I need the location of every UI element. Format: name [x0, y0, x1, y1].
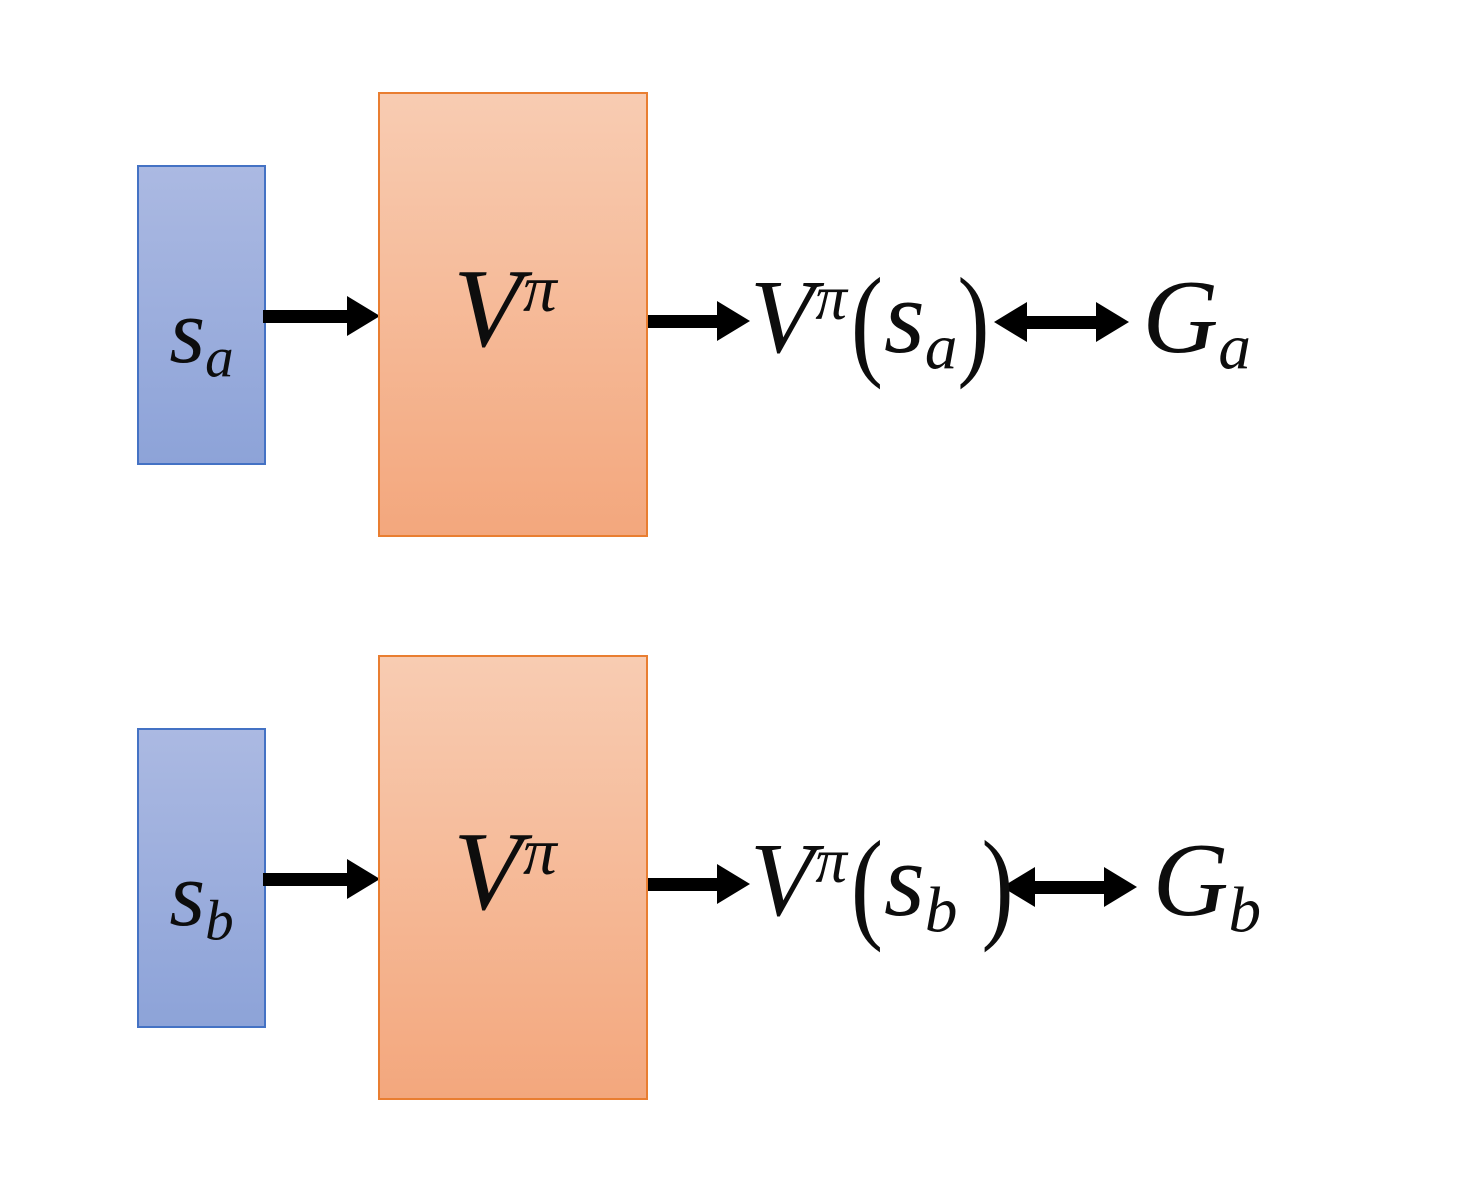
equation-line-a: Vπ(sa) Ga — [750, 222, 1251, 422]
arrow-shaft — [648, 877, 717, 891]
arrow-state-to-network-b — [263, 859, 380, 899]
output-superscript-b: π — [815, 826, 847, 897]
row-a: sa Vπ Vπ(sa) Ga — [137, 92, 1251, 537]
row-b: sb Vπ Vπ(sb ) Gb — [0, 563, 1457, 1175]
arrow-network-to-output-b — [648, 864, 750, 904]
state-label-sb: sb — [169, 848, 233, 949]
arrow-head-right-icon — [717, 864, 750, 904]
state-subscript-b: b — [205, 889, 234, 953]
output-base-b: V — [750, 820, 815, 938]
arrow-shaft — [1034, 880, 1104, 894]
state-subscript-a: a — [205, 326, 234, 390]
arrow-shaft — [1026, 315, 1096, 329]
arrow-head-left-icon — [1001, 867, 1035, 907]
state-label-sa: sa — [169, 285, 233, 386]
network-superscript-b: π — [523, 813, 557, 889]
network-label-a: Vπ — [453, 253, 556, 365]
target-subscript-b: b — [1228, 874, 1262, 947]
state-box-sb: sb — [137, 728, 266, 1028]
open-paren-b: ( — [850, 815, 883, 953]
state-base-b: s — [169, 843, 206, 946]
arrow-head-right-icon — [1095, 302, 1129, 342]
output-arg-subscript-a: a — [924, 311, 958, 384]
arrow-head-left-icon — [993, 302, 1027, 342]
network-base-a: V — [453, 246, 522, 371]
output-arg-a: s — [883, 257, 925, 375]
output-arg-subscript-b: b — [924, 874, 958, 947]
target-label-gb: Gb — [1153, 827, 1261, 943]
arrow-head-right-icon — [1103, 867, 1137, 907]
open-paren-a: ( — [850, 252, 883, 390]
network-base-b: V — [453, 809, 522, 934]
double-arrow-output-target-b — [1001, 867, 1137, 907]
close-paren-a: ) — [957, 252, 990, 390]
arrow-state-to-network-a — [263, 296, 380, 336]
value-network-box-b: Vπ — [378, 655, 648, 1100]
target-label-ga: Ga — [1143, 264, 1251, 380]
output-expression-a: Vπ(sa) — [750, 259, 990, 384]
value-network-box-a: Vπ — [378, 92, 648, 537]
network-label-b: Vπ — [453, 816, 556, 928]
arrow-shaft — [648, 314, 717, 328]
equation-line-b: Vπ(sb ) Gb — [750, 785, 1261, 985]
network-superscript-a: π — [523, 250, 557, 326]
arrow-network-to-output-a — [648, 301, 750, 341]
arrow-head-right-icon — [717, 301, 750, 341]
close-paren-b: ) — [957, 815, 1014, 953]
arrow-head-right-icon — [347, 859, 380, 899]
target-base-b: G — [1152, 820, 1229, 938]
state-box-sa: sa — [137, 165, 266, 465]
arrow-shaft — [263, 309, 347, 323]
target-subscript-a: a — [1218, 311, 1251, 384]
output-base-a: V — [750, 257, 815, 375]
arrow-head-right-icon — [347, 296, 380, 336]
state-base-a: s — [169, 280, 206, 383]
target-base-a: G — [1142, 257, 1219, 375]
double-arrow-output-target-a — [993, 302, 1129, 342]
output-superscript-a: π — [815, 263, 847, 334]
output-expression-b: Vπ(sb ) — [750, 822, 1014, 947]
output-arg-b: s — [883, 820, 925, 938]
arrow-shaft — [263, 872, 347, 886]
